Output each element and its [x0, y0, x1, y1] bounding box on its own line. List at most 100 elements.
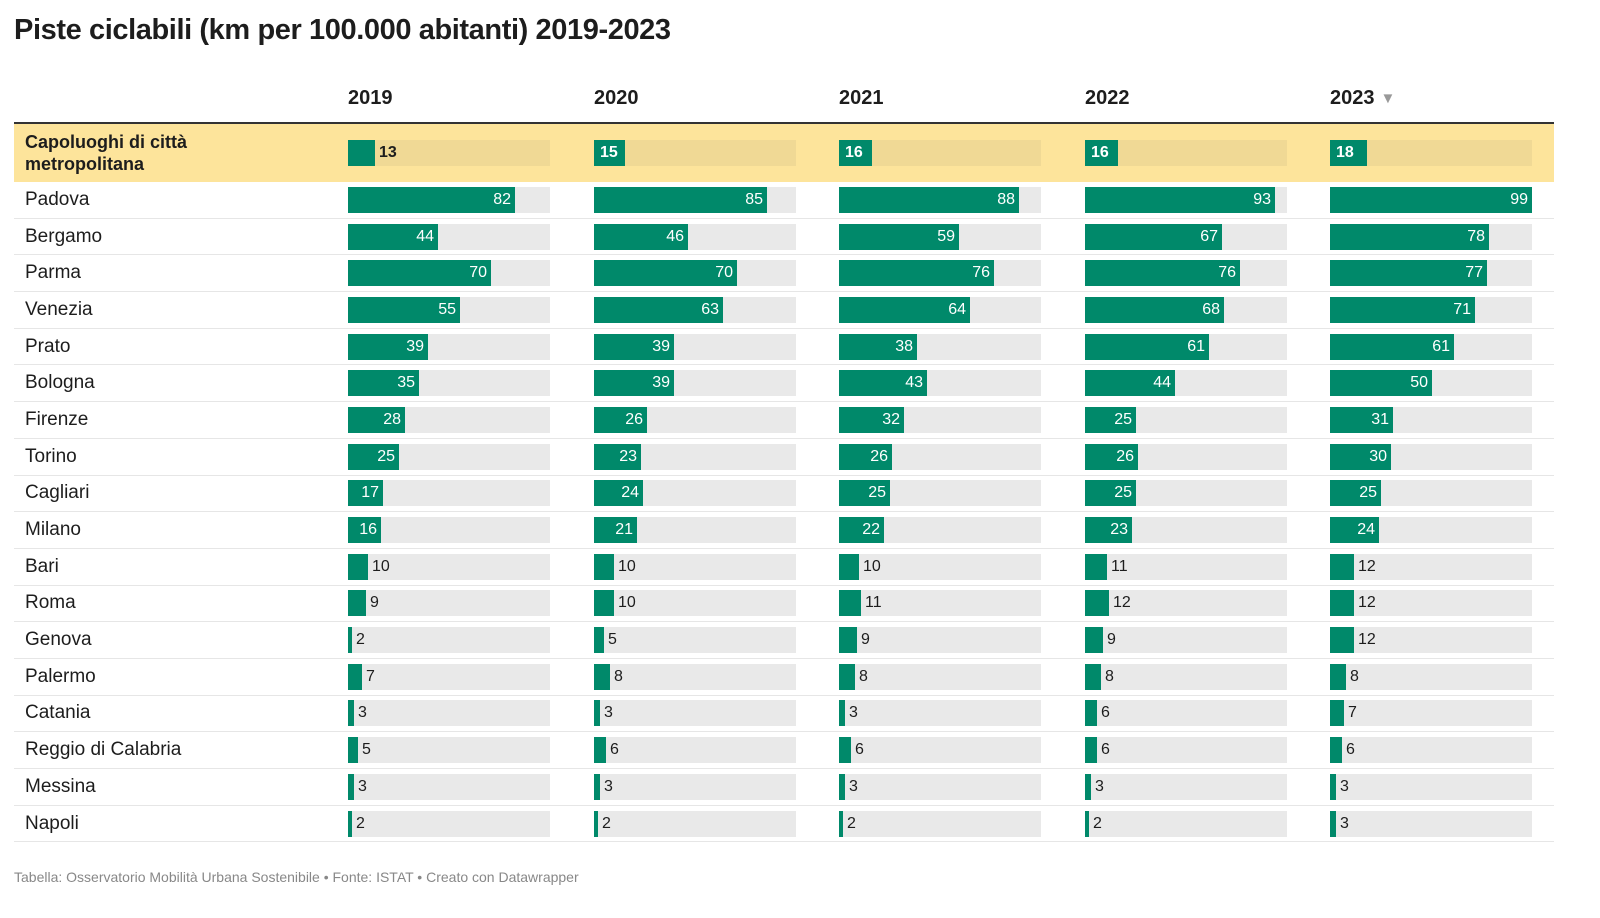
column-header-2019[interactable]: 2019	[348, 86, 393, 110]
data-label: 3	[849, 777, 858, 795]
data-label: 15	[600, 144, 618, 161]
bar	[1330, 663, 1346, 690]
bar	[594, 296, 723, 323]
bar-track: 10	[594, 553, 796, 580]
city-name: Venezia	[25, 298, 93, 320]
data-label: 8	[614, 667, 623, 685]
bar-track: 10	[348, 553, 550, 580]
bar-track: 21	[594, 517, 796, 544]
data-label: 10	[618, 594, 636, 612]
bar-track: 39	[594, 370, 796, 397]
bar-track: 12	[1330, 627, 1532, 654]
column-header-2023[interactable]: 2023 ▼	[1330, 86, 1395, 112]
bar	[348, 517, 381, 544]
data-label: 2	[356, 631, 365, 649]
bar	[1085, 553, 1107, 580]
bar-track: 12	[1330, 553, 1532, 580]
column-header-2020[interactable]: 2020	[594, 86, 639, 110]
table-row: Bari 10 10 10 11 12	[14, 549, 1554, 586]
data-label: 46	[666, 227, 684, 245]
data-label: 64	[948, 300, 966, 318]
data-label: 10	[618, 557, 636, 575]
bar-track: 61	[1085, 333, 1287, 360]
bar-track: 11	[839, 590, 1041, 617]
bar	[839, 296, 970, 323]
bar	[1330, 260, 1487, 287]
city-name: Prato	[25, 335, 71, 357]
data-label: 12	[1358, 594, 1376, 612]
bar-track: 9	[1085, 627, 1287, 654]
bar-track: 39	[348, 333, 550, 360]
data-label: 2	[1093, 814, 1102, 832]
bar	[1330, 553, 1354, 580]
data-label: 8	[859, 667, 868, 685]
bar-track: 12	[1330, 590, 1532, 617]
data-label: 61	[1432, 337, 1450, 355]
column-header-label: 2022	[1085, 87, 1130, 109]
bar-track: 59	[839, 223, 1041, 250]
bar	[1085, 406, 1136, 433]
data-label: 16	[359, 521, 377, 539]
bar-track: 93	[1085, 186, 1287, 213]
table-row: Genova 2 5 9 9 12	[14, 622, 1554, 659]
bar	[348, 773, 354, 800]
bar	[839, 333, 917, 360]
bar	[594, 737, 606, 764]
city-name: Catania	[25, 702, 91, 724]
bar	[1330, 480, 1381, 507]
data-label: 30	[1369, 447, 1387, 465]
data-label: 67	[1200, 227, 1218, 245]
data-label: 44	[1153, 374, 1171, 392]
bar	[1330, 590, 1354, 617]
table-row-highlight: Capoluoghi di città metropolitana 13 15 16 1…	[14, 124, 1554, 182]
table-row: Parma 70 70 76 76 77	[14, 255, 1554, 293]
bar-track: 9	[348, 590, 550, 617]
city-name: Milano	[25, 519, 81, 541]
bar-track: 70	[594, 260, 796, 287]
data-label: 70	[469, 264, 487, 282]
bar	[1330, 773, 1336, 800]
data-label: 22	[862, 521, 880, 539]
sort-descending-icon[interactable]: ▼	[1380, 90, 1396, 107]
bar-track: 2	[348, 810, 550, 837]
bar-track: 24	[594, 480, 796, 507]
bar-track: 25	[348, 443, 550, 470]
bar	[348, 370, 419, 397]
table-row: Reggio di Calabria 5 6 6 6 6	[14, 732, 1554, 769]
bar	[348, 627, 352, 654]
bar	[594, 223, 688, 250]
bar	[594, 810, 598, 837]
column-header-2022[interactable]: 2022	[1085, 86, 1130, 110]
data-label: 26	[870, 447, 888, 465]
bar	[839, 553, 859, 580]
data-label: 6	[1101, 704, 1110, 722]
bar-track: 3	[1330, 810, 1532, 837]
bar-track: 77	[1330, 260, 1532, 287]
data-label: 3	[604, 704, 613, 722]
table-row: Bergamo 44 46 59 67 78	[14, 219, 1554, 256]
city-name: Torino	[25, 445, 77, 467]
bar	[1085, 517, 1132, 544]
bar-track: 44	[1085, 370, 1287, 397]
column-header-2021[interactable]: 2021	[839, 86, 884, 110]
data-label: 38	[895, 337, 913, 355]
data-label: 32	[882, 410, 900, 428]
table-row: Catania 3 3 3 6 7	[14, 696, 1554, 733]
data-label: 25	[377, 447, 395, 465]
bar-track: 10	[594, 590, 796, 617]
data-label: 12	[1358, 631, 1376, 649]
bar	[1330, 406, 1393, 433]
table-body: Capoluoghi di città metropolitana 13 15 16 1…	[14, 124, 1554, 843]
bar-track: 2	[839, 810, 1041, 837]
city-name: Bologna	[25, 372, 95, 394]
bar	[348, 140, 375, 166]
table-row: Bologna 35 39 43 44 50	[14, 365, 1554, 403]
column-header-label: 2019	[348, 87, 393, 109]
bar	[1330, 627, 1354, 654]
data-label: 13	[379, 144, 397, 161]
data-label: 93	[1253, 190, 1271, 208]
bar	[594, 333, 674, 360]
source-footer: Tabella: Osservatorio Mobilità Urbana So…	[14, 869, 579, 885]
bar	[1330, 223, 1489, 250]
bar-track: 71	[1330, 296, 1532, 323]
